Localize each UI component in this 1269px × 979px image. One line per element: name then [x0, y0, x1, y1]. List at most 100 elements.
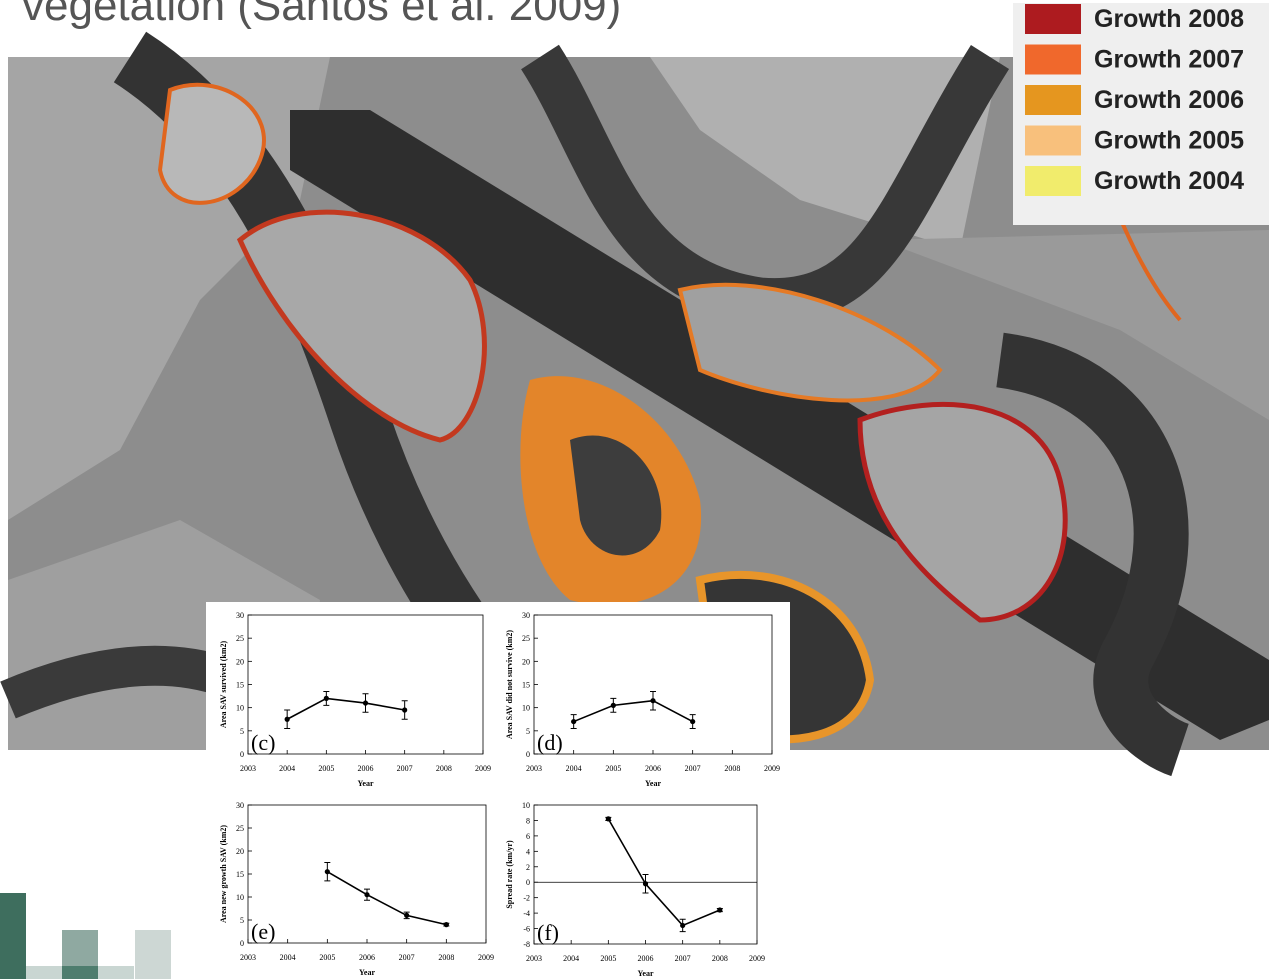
data-point — [285, 717, 290, 722]
legend-label: Growth 2006 — [1094, 86, 1244, 114]
panel-label: (f) — [537, 920, 559, 945]
x-tick-label: 2006 — [638, 954, 654, 963]
y-tick-label: 4 — [526, 847, 530, 856]
x-axis-title: Year — [358, 779, 374, 788]
legend-label: Growth 2008 — [1094, 5, 1244, 33]
legend-label: Growth 2007 — [1094, 46, 1244, 74]
y-tick-label: 20 — [522, 657, 530, 666]
y-tick-label: 0 — [240, 939, 244, 948]
y-tick-label: -8 — [523, 940, 530, 949]
panel-label: (e) — [251, 919, 275, 944]
y-tick-label: 5 — [240, 916, 244, 925]
y-tick-label: 25 — [522, 634, 530, 643]
panel-label: (d) — [537, 730, 563, 755]
x-tick-label: 2006 — [359, 953, 375, 962]
x-tick-label: 2008 — [712, 954, 728, 963]
x-tick-label: 2004 — [280, 953, 296, 962]
y-tick-label: 10 — [522, 801, 530, 810]
data-point — [643, 881, 648, 886]
legend-swatch — [1025, 126, 1081, 156]
y-tick-label: 0 — [240, 750, 244, 759]
x-tick-label: 2007 — [685, 764, 701, 773]
x-tick-label: 2008 — [438, 953, 454, 962]
x-tick-label: 2007 — [675, 954, 691, 963]
y-tick-label: 25 — [236, 824, 244, 833]
data-point — [606, 816, 611, 821]
data-point — [325, 869, 330, 874]
legend-swatch — [1025, 166, 1081, 196]
data-point — [404, 913, 409, 918]
legend-label: Growth 2005 — [1094, 127, 1244, 155]
x-tick-label: 2006 — [358, 764, 374, 773]
legend-swatch — [1025, 45, 1081, 75]
y-tick-label: 30 — [522, 611, 530, 620]
x-tick-label: 2004 — [566, 764, 582, 773]
x-axis-title: Year — [638, 969, 654, 978]
y-tick-label: 20 — [236, 847, 244, 856]
y-axis-title: Area SAV did not survive (km2) — [505, 630, 514, 739]
x-axis-title: Year — [645, 779, 661, 788]
y-tick-label: -6 — [523, 925, 530, 934]
x-tick-label: 2009 — [764, 764, 780, 773]
data-point — [364, 892, 369, 897]
data-point — [324, 696, 329, 701]
y-tick-label: 10 — [236, 893, 244, 902]
data-point — [650, 698, 655, 703]
data-point — [571, 719, 576, 724]
decoration — [0, 893, 171, 979]
x-tick-label: 2008 — [724, 764, 740, 773]
x-tick-label: 2003 — [240, 764, 256, 773]
data-point — [680, 923, 685, 928]
slide-title: vegetation (Santos et al. 2009) — [22, 0, 621, 30]
y-tick-label: -2 — [523, 894, 530, 903]
y-tick-label: 15 — [236, 870, 244, 879]
y-tick-label: -4 — [523, 909, 530, 918]
y-tick-label: 10 — [522, 704, 530, 713]
x-tick-label: 2005 — [318, 764, 334, 773]
data-point — [363, 700, 368, 705]
y-tick-label: 25 — [236, 634, 244, 643]
x-tick-label: 2009 — [749, 954, 765, 963]
x-tick-label: 2004 — [279, 764, 295, 773]
data-point — [717, 907, 722, 912]
data-point — [690, 719, 695, 724]
y-tick-label: 10 — [236, 704, 244, 713]
data-point — [402, 707, 407, 712]
x-tick-label: 2007 — [399, 953, 415, 962]
data-point — [611, 703, 616, 708]
y-tick-label: 0 — [526, 878, 530, 887]
legend: Growth 2008 Growth 2007 Growth 2006 Growth … — [1025, 4, 1244, 196]
x-axis-title: Year — [359, 968, 375, 977]
y-tick-label: 5 — [240, 727, 244, 736]
x-tick-label: 2009 — [478, 953, 494, 962]
y-tick-label: 30 — [236, 801, 244, 810]
y-axis-title: Area new growth SAV (km2) — [219, 825, 228, 923]
y-axis-title: Spread rate (km/yr) — [505, 840, 514, 909]
y-tick-label: 2 — [526, 863, 530, 872]
panel-label: (c) — [251, 730, 275, 755]
x-tick-label: 2006 — [645, 764, 661, 773]
x-tick-label: 2005 — [600, 954, 616, 963]
slide: vegetation (Santos et al. 2009) Growth 2… — [0, 0, 1269, 979]
y-tick-label: 5 — [526, 727, 530, 736]
y-tick-label: 20 — [236, 657, 244, 666]
y-tick-label: 6 — [526, 832, 530, 841]
legend-label: Growth 2004 — [1094, 167, 1244, 195]
x-tick-label: 2003 — [240, 953, 256, 962]
x-tick-label: 2004 — [563, 954, 579, 963]
legend-swatch — [1025, 85, 1081, 115]
x-tick-label: 2005 — [605, 764, 621, 773]
y-tick-label: 15 — [236, 681, 244, 690]
y-tick-label: 8 — [526, 816, 530, 825]
legend-swatch — [1025, 4, 1081, 34]
y-tick-label: 15 — [522, 681, 530, 690]
y-tick-label: 30 — [236, 611, 244, 620]
x-tick-label: 2008 — [436, 764, 452, 773]
data-point — [444, 922, 449, 927]
x-tick-label: 2007 — [397, 764, 413, 773]
y-axis-title: Area SAV survived (km2) — [219, 640, 228, 728]
x-tick-label: 2009 — [475, 764, 491, 773]
x-tick-label: 2003 — [526, 764, 542, 773]
charts-panel — [206, 602, 790, 979]
x-tick-label: 2003 — [526, 954, 542, 963]
